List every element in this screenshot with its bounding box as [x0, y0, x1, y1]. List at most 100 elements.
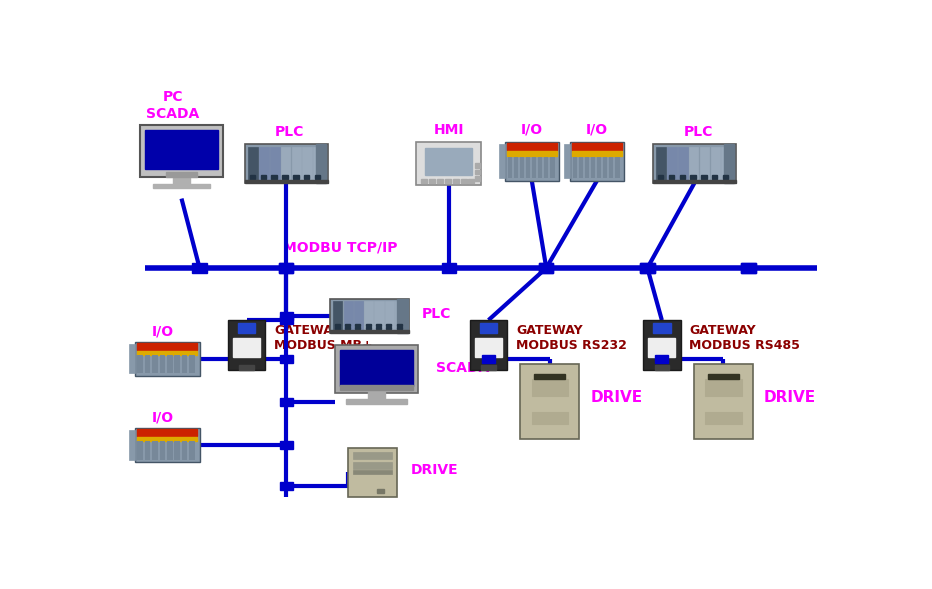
Bar — [475, 338, 502, 357]
Bar — [579, 157, 583, 178]
Bar — [250, 175, 255, 177]
Bar — [280, 398, 293, 406]
Bar — [137, 343, 198, 350]
Bar — [233, 338, 260, 357]
Text: HMI: HMI — [433, 123, 464, 137]
Bar — [741, 263, 756, 273]
Bar — [315, 177, 321, 179]
Bar — [153, 184, 211, 188]
Bar — [679, 177, 685, 179]
Bar — [280, 355, 293, 363]
Bar — [182, 355, 187, 373]
Bar — [282, 177, 288, 179]
Text: I/O: I/O — [152, 324, 173, 338]
Bar — [346, 399, 407, 403]
Bar — [437, 179, 443, 183]
FancyBboxPatch shape — [227, 320, 266, 370]
Bar — [281, 147, 291, 180]
Bar — [144, 355, 150, 373]
Bar — [480, 323, 497, 333]
FancyBboxPatch shape — [569, 142, 624, 181]
Bar — [538, 157, 542, 178]
Bar — [353, 462, 392, 469]
Text: GATEWAY
MODBUS RS232: GATEWAY MODBUS RS232 — [516, 325, 627, 352]
Bar — [481, 365, 496, 370]
Bar — [248, 147, 258, 180]
Text: MODBU TCP/IP: MODBU TCP/IP — [283, 240, 398, 254]
Bar — [330, 330, 409, 333]
Bar — [271, 175, 277, 177]
Bar — [304, 177, 309, 179]
Bar — [152, 441, 158, 459]
FancyBboxPatch shape — [335, 345, 418, 393]
Bar — [712, 177, 718, 179]
Bar — [261, 177, 266, 179]
Bar — [353, 452, 392, 459]
Text: GATEWAY
MODBUS MB+: GATEWAY MODBUS MB+ — [274, 325, 373, 352]
Bar — [564, 144, 570, 178]
Text: PLC: PLC — [683, 124, 713, 138]
Bar — [167, 355, 172, 373]
Bar — [689, 147, 698, 180]
Bar — [421, 179, 428, 183]
Bar — [668, 177, 674, 179]
Bar — [159, 441, 165, 459]
Bar — [721, 147, 731, 180]
Text: I/O: I/O — [586, 123, 608, 137]
Bar — [166, 172, 198, 177]
Bar — [279, 263, 294, 273]
Bar — [656, 147, 666, 180]
Bar — [280, 441, 293, 449]
Bar — [293, 175, 298, 177]
Bar — [245, 180, 328, 183]
Bar — [129, 344, 135, 373]
Bar — [460, 179, 467, 183]
Bar — [344, 302, 352, 330]
Bar — [137, 355, 143, 373]
Bar — [250, 177, 255, 179]
Text: SCADA: SCADA — [436, 360, 489, 375]
Bar — [189, 441, 195, 459]
Bar — [189, 355, 195, 373]
Bar — [396, 325, 402, 326]
FancyBboxPatch shape — [693, 365, 753, 439]
Bar — [475, 163, 480, 168]
Bar — [507, 151, 556, 155]
Bar — [137, 429, 198, 436]
Bar — [355, 327, 361, 329]
Bar — [172, 176, 190, 185]
Bar — [640, 263, 654, 273]
Bar — [315, 175, 321, 177]
Bar — [723, 175, 728, 177]
Bar — [705, 379, 742, 396]
Bar — [482, 355, 495, 363]
FancyBboxPatch shape — [643, 320, 680, 370]
FancyBboxPatch shape — [349, 448, 397, 497]
Bar — [654, 365, 669, 370]
FancyBboxPatch shape — [417, 142, 481, 185]
Bar — [334, 302, 342, 330]
Bar — [365, 327, 371, 329]
FancyBboxPatch shape — [470, 320, 507, 370]
Bar — [603, 157, 608, 178]
Bar — [691, 175, 696, 177]
FancyBboxPatch shape — [134, 428, 199, 462]
Bar — [137, 350, 198, 355]
Bar — [261, 175, 266, 177]
Bar — [270, 147, 280, 180]
Bar — [640, 263, 654, 273]
Bar — [701, 175, 706, 177]
FancyBboxPatch shape — [140, 125, 223, 177]
Bar — [679, 175, 685, 177]
Bar — [354, 302, 363, 330]
Bar — [453, 179, 459, 183]
Bar — [313, 147, 322, 180]
Bar — [710, 147, 720, 180]
Bar — [395, 302, 404, 330]
Text: DRIVE: DRIVE — [590, 390, 642, 405]
Bar — [520, 157, 525, 178]
Bar — [376, 325, 381, 326]
FancyBboxPatch shape — [330, 299, 409, 333]
Bar — [174, 355, 180, 373]
Bar — [532, 157, 536, 178]
